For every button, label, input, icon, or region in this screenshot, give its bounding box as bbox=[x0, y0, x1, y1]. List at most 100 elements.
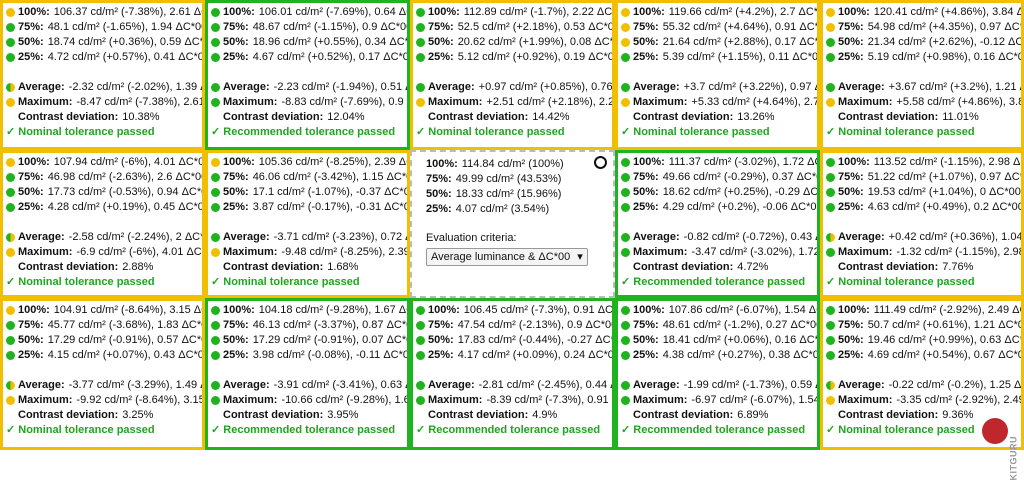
measurement-row: Average: -2.58 cd/m² (-2.24%), 2 ΔC*00 bbox=[6, 230, 202, 245]
measurement-row: 50%: 20.62 cd/m² (+1.99%), 0.08 ΔC*00 bbox=[416, 35, 612, 50]
row-label: 75%: bbox=[633, 21, 659, 33]
row-value: 4.72 cd/m² (+0.57%), 0.41 ΔC*00 bbox=[47, 51, 205, 63]
row-value: -8.47 cd/m² (-7.38%), 2.61 ΔC*00 bbox=[76, 96, 205, 108]
measurement-row: Average:-3.71 cd/m² (-3.23%), 0.72 ΔC*00 bbox=[211, 230, 407, 245]
measurement-row: Average:+3.67 cd/m² (+3.2%), 1.21 ΔC*00 bbox=[826, 80, 1021, 95]
measurement-row: 50%: 17.83 cd/m² (-0.44%), -0.27 ΔC*00 bbox=[416, 333, 612, 348]
measurement-row: Average:-2.81 cd/m² (-2.45%), 0.44 ΔC*00 bbox=[416, 378, 612, 393]
row-value: 106.01 cd/m² (-7.69%), 0.64 ΔC*00 bbox=[258, 6, 407, 18]
status-dot bbox=[621, 381, 630, 390]
row-value: 4.38 cd/m² (+0.27%), 0.38 ΔC*00 bbox=[662, 349, 820, 361]
status-dot bbox=[826, 173, 835, 182]
status-dot bbox=[416, 336, 425, 345]
row-label: Maximum: bbox=[633, 394, 688, 406]
status-dot bbox=[826, 83, 835, 92]
row-value: 5.39 cd/m² (+1.15%), 0.11 ΔC*00 bbox=[662, 51, 820, 63]
row-value: 107.86 cd/m² (-6.07%), 1.54 ΔC*00 bbox=[668, 304, 817, 316]
status-dot bbox=[211, 203, 220, 212]
status-dot bbox=[211, 98, 220, 107]
tolerance-result: ✓ Nominal tolerance passed bbox=[826, 276, 975, 288]
row-value: 106.37 cd/m² (-7.38%), 2.61 ΔC*00 bbox=[53, 6, 202, 18]
measurement-row: Average:-2.23 cd/m² (-1.94%), 0.51 ΔC*00 bbox=[211, 80, 407, 95]
cell: 100%:106.01 cd/m² (-7.69%), 0.64 ΔC*0075… bbox=[205, 0, 410, 150]
row-label: 75%: bbox=[426, 173, 452, 185]
measurement-row: 100%: 119.66 cd/m² (+4.2%), 2.7 ΔC*00 bbox=[621, 5, 817, 20]
measurement-row: Maximum:-8.47 cd/m² (-7.38%), 2.61 ΔC*00 bbox=[6, 95, 202, 110]
measurement-row: 100%:111.37 cd/m² (-3.02%), 1.72 ΔC*00 bbox=[621, 155, 817, 170]
contrast-row: Contrast deviation: 4.72% bbox=[621, 260, 817, 275]
spacer bbox=[6, 363, 202, 378]
status-dot bbox=[211, 173, 220, 182]
row-label: 75%: bbox=[18, 171, 44, 183]
status-dot bbox=[416, 23, 425, 32]
spacer bbox=[6, 65, 202, 80]
measurement-row: Maximum:-6.97 cd/m² (-6.07%), 1.54 ΔC*00 bbox=[621, 393, 817, 408]
measurement-row: Maximum:-9.48 cd/m² (-8.25%), 2.39 ΔC*00 bbox=[211, 245, 407, 260]
row-label: 75%: bbox=[838, 171, 864, 183]
row-label: 25%: bbox=[223, 51, 249, 63]
spacer bbox=[826, 65, 1021, 80]
row-value: 17.83 cd/m² (-0.44%), -0.27 ΔC*00 bbox=[457, 334, 615, 346]
measurement-row: 75%: 46.98 cd/m² (-2.63%), 2.6 ΔC*00 bbox=[6, 170, 202, 185]
tolerance-result: ✓ Nominal tolerance passed bbox=[6, 126, 155, 138]
row-value: 5.19 cd/m² (+0.98%), 0.16 ΔC*00 bbox=[867, 51, 1024, 63]
contrast-row: Contrast deviation: 7.76% bbox=[826, 260, 1021, 275]
status-dot bbox=[416, 98, 425, 107]
contrast-value: 1.68% bbox=[327, 261, 359, 273]
status-dot bbox=[6, 336, 15, 345]
cell: 100%:120.41 cd/m² (+4.86%), 3.84 ΔC*0075… bbox=[820, 0, 1024, 150]
contrast-value: 3.25% bbox=[122, 409, 154, 421]
measurement-row: 75%: 48.61 cd/m² (-1.2%), 0.27 ΔC*00 bbox=[621, 318, 817, 333]
row-value: 4.29 cd/m² (+0.2%), -0.06 ΔC*00 bbox=[662, 201, 820, 213]
row-label: Average: bbox=[633, 379, 680, 391]
status-dot bbox=[621, 233, 630, 242]
row-value: +3.67 cd/m² (+3.2%), 1.21 ΔC*00 bbox=[888, 81, 1021, 93]
row-label: 100%: bbox=[223, 6, 255, 18]
measurement-row: 75%: 50.7 cd/m² (+0.61%), 1.21 ΔC*00 bbox=[826, 318, 1021, 333]
row-value: -2.23 cd/m² (-1.94%), 0.51 ΔC*00 bbox=[273, 81, 407, 93]
row-label: 25%: bbox=[633, 51, 659, 63]
measurement-row: 50%: 21.64 cd/m² (+2.88%), 0.17 ΔC*00 bbox=[621, 35, 817, 50]
row-value: 4.28 cd/m² (+0.19%), 0.45 ΔC*00 bbox=[47, 201, 205, 213]
spacer bbox=[6, 215, 202, 230]
watermark: KITGURU bbox=[1008, 436, 1018, 481]
row-value: 113.52 cd/m² (-1.15%), 2.98 ΔC*00 bbox=[873, 156, 1021, 168]
row-value: -9.48 cd/m² (-8.25%), 2.39 ΔC*00 bbox=[281, 246, 410, 258]
measurement-row: 25%: 3.87 cd/m² (-0.17%), -0.31 ΔC*00 bbox=[211, 200, 407, 215]
measurement-row: 50%: 18.62 cd/m² (+0.25%), -0.29 ΔC*00 bbox=[621, 185, 817, 200]
measurement-row: Average:-2.32 cd/m² (-2.02%), 1.39 ΔC*00 bbox=[6, 80, 202, 95]
spacer bbox=[621, 215, 817, 230]
spacer bbox=[211, 65, 407, 80]
cell: 100%:111.37 cd/m² (-3.02%), 1.72 ΔC*0075… bbox=[615, 150, 820, 298]
status-dot bbox=[826, 306, 835, 315]
contrast-value: 3.95% bbox=[327, 409, 359, 421]
status-dot bbox=[6, 203, 15, 212]
row-label: 75%: bbox=[18, 319, 44, 331]
status-dot bbox=[621, 8, 630, 17]
measurement-row: 25%: 3.98 cd/m² (-0.08%), -0.11 ΔC*00 bbox=[211, 348, 407, 363]
measurement-row: 100%: 112.89 cd/m² (-1.7%), 2.22 ΔC*00 bbox=[416, 5, 612, 20]
row-value: +5.58 cd/m² (+4.86%), 3.84 ΔC*00 bbox=[896, 96, 1024, 108]
contrast-row: Contrast deviation: 14.42% bbox=[416, 110, 612, 125]
row-value: 17.73 cd/m² (-0.53%), 0.94 ΔC*00 bbox=[47, 186, 205, 198]
measurement-row: 25%: 4.17 cd/m² (+0.09%), 0.24 ΔC*00 bbox=[416, 348, 612, 363]
row-value: 17.1 cd/m² (-1.07%), -0.37 ΔC*00 bbox=[252, 186, 410, 198]
row-label: 25%: bbox=[633, 201, 659, 213]
measurement-row: 50%: 21.34 cd/m² (+2.62%), -0.12 ΔC*00 bbox=[826, 35, 1021, 50]
spacer bbox=[621, 65, 817, 80]
row-label: Average: bbox=[223, 379, 270, 391]
measurement-row: Maximum:-1.32 cd/m² (-1.15%), 2.98 ΔC*00 bbox=[826, 245, 1021, 260]
contrast-label: Contrast deviation: bbox=[633, 261, 734, 273]
row-label: 100%: bbox=[838, 156, 870, 168]
row-value: -3.91 cd/m² (-3.41%), 0.63 ΔC*00 bbox=[273, 379, 407, 391]
status-dot bbox=[621, 38, 630, 47]
row-value: -1.99 cd/m² (-1.73%), 0.59 ΔC*00 bbox=[683, 379, 817, 391]
row-value: -3.77 cd/m² (-3.29%), 1.49 ΔC*00 bbox=[68, 379, 202, 391]
measurement-row: 25%: 4.72 cd/m² (+0.57%), 0.41 ΔC*00 bbox=[6, 50, 202, 65]
contrast-row: Contrast deviation: 12.04% bbox=[211, 110, 407, 125]
row-label: 50%: bbox=[223, 36, 249, 48]
criteria-select[interactable]: Average luminance & ΔC*00 ▾ bbox=[426, 248, 588, 266]
row-label: Maximum: bbox=[838, 96, 893, 108]
spacer bbox=[211, 363, 407, 378]
row-label: 100%: bbox=[18, 6, 50, 18]
